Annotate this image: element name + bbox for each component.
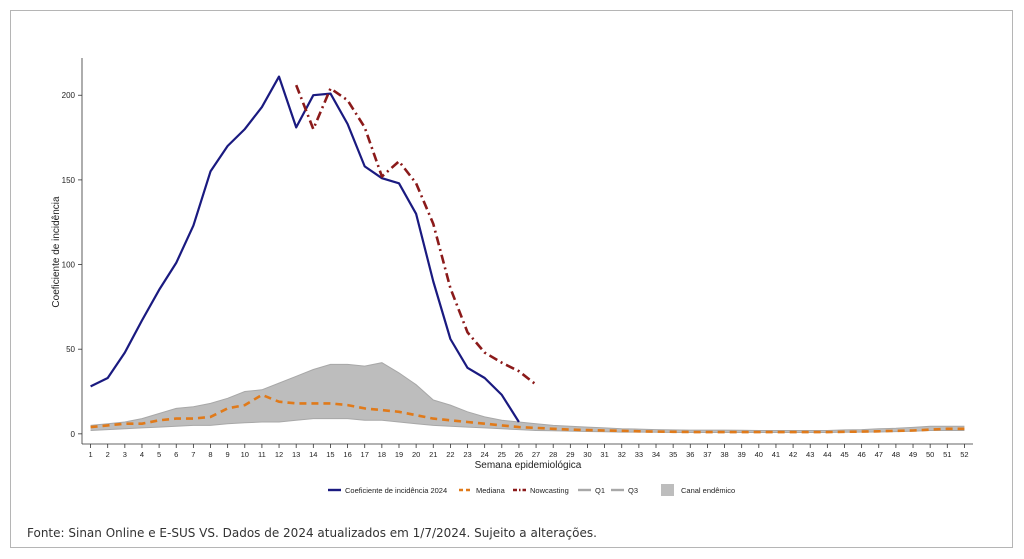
x-tick-label-52: 52 xyxy=(960,450,968,459)
x-tick-label-4: 4 xyxy=(140,450,144,459)
x-tick-label-5: 5 xyxy=(157,450,161,459)
x-tick-label-22: 22 xyxy=(446,450,454,459)
legend-label-5: Canal endêmico xyxy=(681,486,735,495)
y-axis-label: Coeficiente de incidência xyxy=(51,196,62,308)
x-tick-label-18: 18 xyxy=(378,450,386,459)
series-line-2 xyxy=(294,84,537,386)
legend: Coeficiente de incidência 2024 Mediana Now… xyxy=(328,484,735,496)
x-tick-label-43: 43 xyxy=(806,450,814,459)
legend-label-3: Q1 xyxy=(595,486,605,495)
x-tick-label-38: 38 xyxy=(720,450,728,459)
x-tick-label-10: 10 xyxy=(241,450,249,459)
x-tick-label-41: 41 xyxy=(772,450,780,459)
x-tick-label-12: 12 xyxy=(275,450,283,459)
x-tick-label-46: 46 xyxy=(857,450,865,459)
y-tick-label-50: 50 xyxy=(66,345,75,354)
x-tick-label-45: 45 xyxy=(840,450,848,459)
x-tick-label-35: 35 xyxy=(669,450,677,459)
q3-line xyxy=(90,362,965,431)
x-tick-label-40: 40 xyxy=(755,450,763,459)
x-tick-label-15: 15 xyxy=(326,450,334,459)
x-tick-label-21: 21 xyxy=(429,450,437,459)
x-tick-label-51: 51 xyxy=(943,450,951,459)
x-tick-label-14: 14 xyxy=(309,450,317,459)
x-tick-label-8: 8 xyxy=(208,450,212,459)
legend-label-4: Q3 xyxy=(628,486,638,495)
y-tick-label-150: 150 xyxy=(62,176,76,185)
series-line-0 xyxy=(90,75,520,423)
x-tick-label-1: 1 xyxy=(88,450,92,459)
x-tick-label-20: 20 xyxy=(412,450,420,459)
x-tick-label-27: 27 xyxy=(532,450,540,459)
x-tick-label-11: 11 xyxy=(258,450,266,459)
y-tick-label-200: 200 xyxy=(62,91,76,100)
y-tick-label-0: 0 xyxy=(71,430,76,439)
x-tick-label-30: 30 xyxy=(583,450,591,459)
x-tick-label-2: 2 xyxy=(106,450,110,459)
x-tick-label-6: 6 xyxy=(174,450,178,459)
x-tick-label-33: 33 xyxy=(635,450,643,459)
x-tick-label-48: 48 xyxy=(892,450,900,459)
x-tick-label-39: 39 xyxy=(738,450,746,459)
x-tick-label-36: 36 xyxy=(686,450,694,459)
x-tick-label-23: 23 xyxy=(463,450,471,459)
x-tick-label-13: 13 xyxy=(292,450,300,459)
chart-frame xyxy=(10,10,1013,548)
x-tick-label-50: 50 xyxy=(926,450,934,459)
x-tick-label-24: 24 xyxy=(480,450,488,459)
source-note: Fonte: Sinan Online e E-SUS VS. Dados de… xyxy=(27,526,597,540)
x-tick-label-3: 3 xyxy=(123,450,127,459)
x-tick-label-49: 49 xyxy=(909,450,917,459)
x-tick-label-29: 29 xyxy=(566,450,574,459)
legend-label-0: Coeficiente de incidência 2024 xyxy=(345,486,447,495)
x-tick-label-47: 47 xyxy=(875,450,883,459)
endemic-channel-band xyxy=(90,362,965,433)
legend-label-1: Mediana xyxy=(476,486,506,495)
x-tick-label-19: 19 xyxy=(395,450,403,459)
legend-label-2: Nowcasting xyxy=(530,486,569,495)
y-tick-label-100: 100 xyxy=(62,261,76,270)
x-tick-label-17: 17 xyxy=(361,450,369,459)
x-tick-label-32: 32 xyxy=(618,450,626,459)
x-axis-label: Semana epidemiológica xyxy=(475,460,582,471)
plot-area xyxy=(90,75,965,434)
series-line-1 xyxy=(90,393,965,434)
x-tick-label-7: 7 xyxy=(191,450,195,459)
x-tick-label-42: 42 xyxy=(789,450,797,459)
x-tick-label-31: 31 xyxy=(600,450,608,459)
x-tick-label-26: 26 xyxy=(515,450,523,459)
x-tick-label-44: 44 xyxy=(823,450,831,459)
x-tick-label-28: 28 xyxy=(549,450,557,459)
x-tick-label-37: 37 xyxy=(703,450,711,459)
legend-key-5 xyxy=(661,484,674,496)
x-tick-label-16: 16 xyxy=(343,450,351,459)
x-tick-label-25: 25 xyxy=(498,450,506,459)
x-tick-label-34: 34 xyxy=(652,450,660,459)
x-tick-label-9: 9 xyxy=(226,450,230,459)
